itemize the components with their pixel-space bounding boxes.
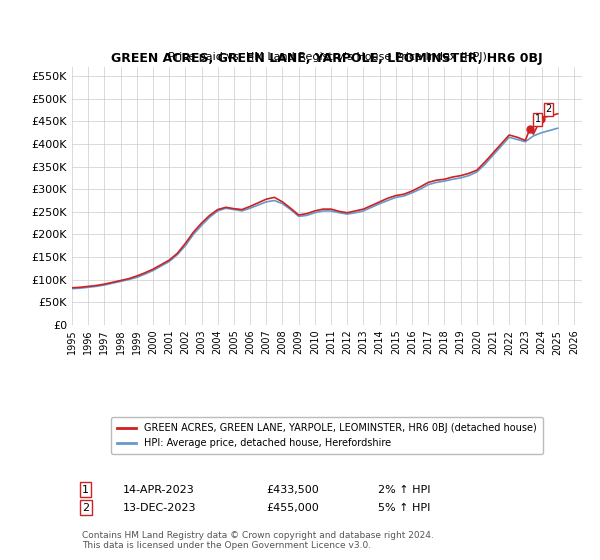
Legend: GREEN ACRES, GREEN LANE, YARPOLE, LEOMINSTER, HR6 0BJ (detached house), HPI: Ave: GREEN ACRES, GREEN LANE, YARPOLE, LEOMIN… (111, 417, 543, 454)
Text: 1: 1 (535, 114, 541, 124)
Text: 14-APR-2023: 14-APR-2023 (123, 484, 195, 494)
Text: Price paid vs. HM Land Registry's House Price Index (HPI): Price paid vs. HM Land Registry's House … (167, 52, 487, 62)
Text: 2: 2 (82, 502, 89, 512)
Title: GREEN ACRES, GREEN LANE, YARPOLE, LEOMINSTER, HR6 0BJ: GREEN ACRES, GREEN LANE, YARPOLE, LEOMIN… (111, 52, 543, 64)
Text: 13-DEC-2023: 13-DEC-2023 (123, 502, 197, 512)
Text: 2: 2 (545, 104, 552, 114)
Text: £455,000: £455,000 (266, 502, 319, 512)
Text: 1: 1 (82, 484, 89, 494)
Text: 2% ↑ HPI: 2% ↑ HPI (378, 484, 431, 494)
Text: £433,500: £433,500 (266, 484, 319, 494)
Text: 5% ↑ HPI: 5% ↑ HPI (378, 502, 430, 512)
Text: Contains HM Land Registry data © Crown copyright and database right 2024.
This d: Contains HM Land Registry data © Crown c… (82, 531, 434, 550)
